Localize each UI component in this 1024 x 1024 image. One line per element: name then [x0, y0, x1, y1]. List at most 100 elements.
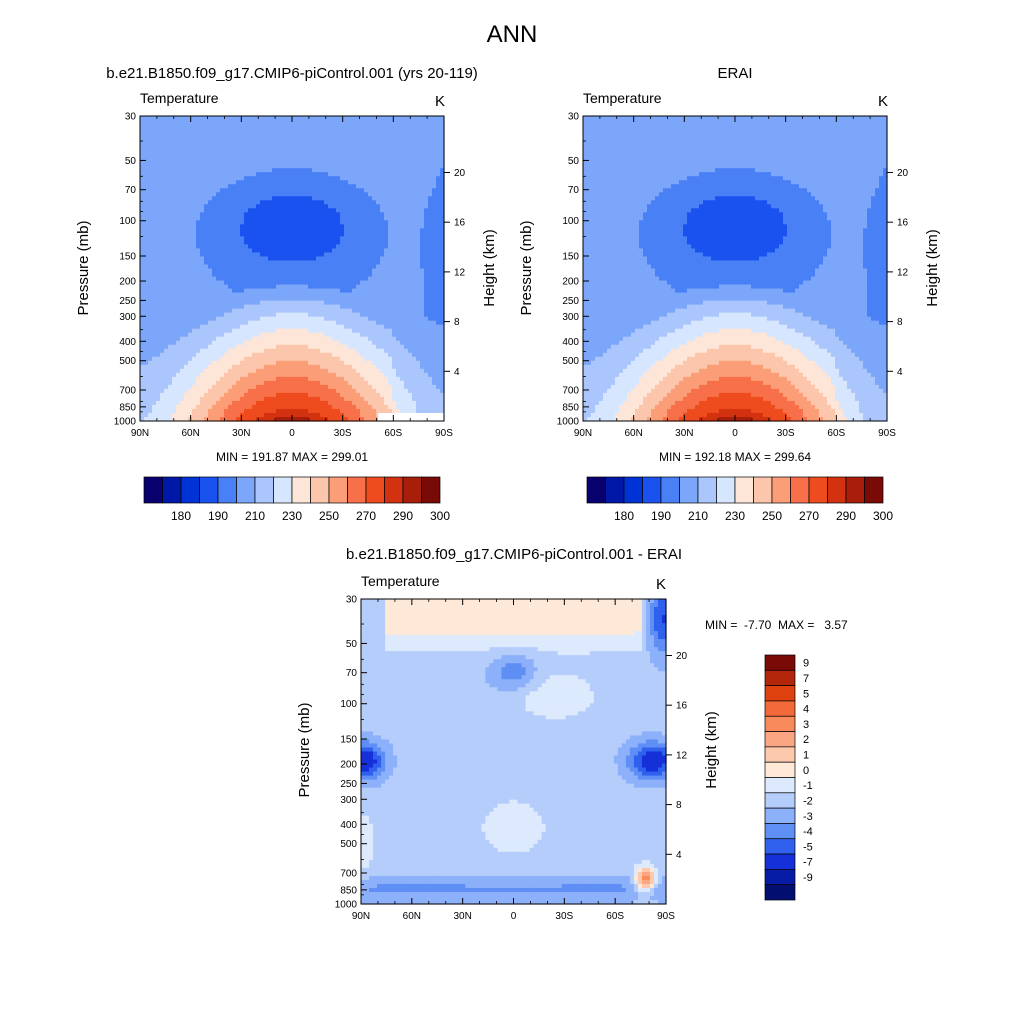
contour-cell: [340, 200, 345, 205]
contour-cell: [156, 349, 161, 354]
contour-cell: [320, 144, 325, 149]
contour-cell: [360, 204, 365, 209]
contour-cell: [288, 289, 293, 294]
contour-cell: [188, 220, 193, 225]
contour-cell: [372, 289, 377, 294]
contour-cell: [280, 216, 285, 221]
contour-cell: [432, 244, 437, 249]
contour-cell: [428, 256, 433, 261]
contour-cell: [416, 277, 421, 282]
contour-cell: [180, 252, 185, 257]
contour-cell: [368, 132, 373, 137]
contour-cell: [428, 353, 433, 358]
contour-cell: [308, 236, 313, 241]
contour-cell: [280, 204, 285, 209]
contour-cell: [160, 236, 165, 241]
contour-cell: [416, 345, 421, 350]
contour-cell: [140, 212, 145, 217]
contour-cell: [396, 269, 401, 274]
contour-cell: [372, 136, 377, 141]
contour-cell: [344, 321, 349, 326]
contour-cell: [320, 273, 325, 278]
contour-cell: [388, 325, 393, 330]
contour-cell: [204, 373, 209, 378]
contour-cell: [180, 353, 185, 358]
contour-cell: [384, 228, 389, 233]
contour-cell: [220, 156, 225, 161]
contour-cell: [380, 369, 385, 374]
contour-cell: [156, 256, 161, 261]
contour-cell: [348, 124, 353, 129]
contour-cell: [152, 357, 157, 362]
contour-cell: [324, 228, 329, 233]
contour-cell: [368, 152, 373, 157]
contour-cell: [172, 281, 177, 286]
contour-cell: [280, 293, 285, 298]
contour-cell: [172, 301, 177, 306]
contour-cell: [268, 216, 273, 221]
contour-cell: [312, 329, 317, 334]
contour-cell: [156, 297, 161, 302]
contour-cell: [160, 260, 165, 265]
contour-cell: [252, 377, 257, 382]
contour-cell: [220, 116, 225, 121]
contour-cell: [200, 264, 205, 269]
contour-cell: [252, 188, 257, 193]
contour-cell: [340, 369, 345, 374]
contour-cell: [196, 220, 201, 225]
contour-cell: [268, 200, 273, 205]
contour-cell: [172, 120, 177, 125]
contour-cell: [220, 248, 225, 253]
contour-cell: [316, 220, 321, 225]
contour-cell: [216, 309, 221, 314]
contour-cell: [248, 365, 253, 370]
contour-cell: [344, 148, 349, 153]
contour-cell: [220, 289, 225, 294]
contour-cell: [264, 204, 269, 209]
contour-cell: [424, 152, 429, 157]
contour-cell: [292, 313, 297, 318]
contour-cell: [408, 297, 413, 302]
contour-cell: [160, 285, 165, 290]
contour-cell: [292, 160, 297, 165]
contour-cell: [376, 164, 381, 169]
contour-cell: [432, 269, 437, 274]
contour-cell: [424, 140, 429, 145]
contour-cell: [384, 208, 389, 213]
contour-cell: [152, 232, 157, 237]
contour-cell: [144, 236, 149, 241]
contour-cell: [308, 124, 313, 129]
contour-cell: [152, 120, 157, 125]
contour-cell: [248, 248, 253, 253]
contour-cell: [360, 212, 365, 217]
contour-cell: [284, 293, 289, 298]
contour-cell: [240, 264, 245, 269]
contour-cell: [268, 309, 273, 314]
contour-cell: [340, 240, 345, 245]
contour-cell: [432, 124, 437, 129]
contour-cell: [188, 345, 193, 350]
contour-cell: [320, 240, 325, 245]
contour-cell: [332, 285, 337, 290]
contour-cell: [208, 373, 213, 378]
contour-cell: [216, 329, 221, 334]
contour-cell: [216, 373, 221, 378]
contour-cell: [232, 116, 237, 121]
contour-cell: [200, 260, 205, 265]
contour-cell: [160, 373, 165, 378]
contour-cell: [168, 369, 173, 374]
contour-cell: [316, 132, 321, 137]
contour-cell: [328, 140, 333, 145]
contour-cell: [260, 361, 265, 366]
contour-cell: [296, 341, 301, 346]
contour-cell: [340, 317, 345, 322]
contour-cell: [216, 216, 221, 221]
contour-cell: [416, 313, 421, 318]
contour-cell: [424, 244, 429, 249]
contour-cell: [188, 269, 193, 274]
contour-cell: [328, 325, 333, 330]
contour-cell: [244, 160, 249, 165]
contour-cell: [188, 232, 193, 237]
contour-cell: [380, 357, 385, 362]
contour-cell: [184, 313, 189, 318]
